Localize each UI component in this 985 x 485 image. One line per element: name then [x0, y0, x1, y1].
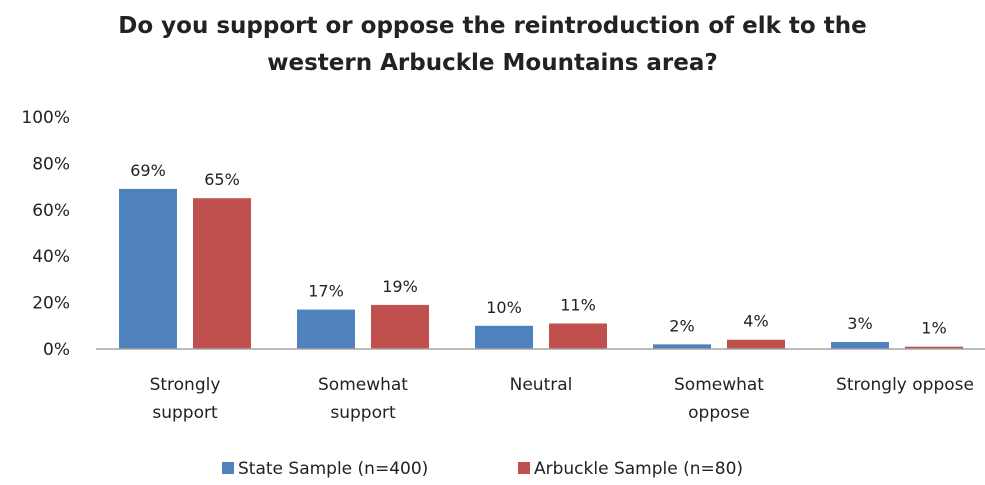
x-category-label: oppose — [688, 403, 750, 423]
x-category-label: support — [330, 403, 396, 423]
bar-arbuckle-4 — [905, 346, 963, 349]
bar-state-1 — [297, 309, 355, 349]
data-label: 1% — [921, 319, 946, 338]
legend: State Sample (n=400) Arbuckle Sample (n=8… — [222, 459, 743, 479]
x-category-label: Somewhat — [674, 375, 764, 395]
y-axis-labels: 0% 20% 40% 60% 80% 100% — [21, 108, 70, 360]
y-tick-label: 0% — [43, 340, 70, 360]
data-label: 2% — [669, 316, 694, 335]
legend-label-state: State Sample (n=400) — [238, 459, 428, 479]
chart-title-line-1: Do you support or oppose the reintroduct… — [118, 13, 867, 39]
bar-state-4 — [831, 342, 889, 349]
data-label: 10% — [486, 298, 522, 317]
y-tick-label: 40% — [32, 247, 70, 267]
data-labels: 69% 65% 17% 19% 10% 11% 2% 4% 3% 1% — [130, 161, 946, 338]
data-label: 65% — [204, 170, 240, 189]
data-label: 17% — [308, 282, 344, 301]
legend-label-arbuckle: Arbuckle Sample (n=80) — [534, 459, 743, 479]
bar-arbuckle-2 — [549, 323, 607, 349]
y-tick-label: 60% — [32, 201, 70, 221]
bars — [119, 188, 963, 349]
y-tick-label: 80% — [32, 154, 70, 174]
legend-swatch-state — [222, 462, 234, 474]
y-tick-label: 100% — [21, 108, 70, 128]
bar-state-2 — [475, 325, 533, 349]
bar-state-3 — [653, 344, 711, 349]
chart-title: Do you support or oppose the reintroduct… — [0, 8, 985, 82]
data-label: 4% — [743, 312, 768, 331]
category-labels: Strongly support Somewhat support Neutral Som… — [150, 375, 974, 423]
x-category-label: Somewhat — [318, 375, 408, 395]
bar-arbuckle-3 — [727, 339, 785, 349]
data-label: 3% — [847, 314, 872, 333]
bar-arbuckle-0 — [193, 198, 251, 349]
bar-state-0 — [119, 188, 177, 349]
y-tick-label: 20% — [32, 294, 70, 314]
data-label: 69% — [130, 161, 166, 180]
chart-title-line-2: western Arbuckle Mountains area? — [267, 50, 718, 76]
x-category-label: support — [152, 403, 218, 423]
bar-arbuckle-1 — [371, 304, 429, 349]
data-label: 11% — [560, 295, 596, 314]
data-label: 19% — [382, 277, 418, 296]
x-category-label: Neutral — [510, 375, 573, 395]
legend-swatch-arbuckle — [518, 462, 530, 474]
x-category-label: Strongly oppose — [836, 375, 974, 395]
x-category-label: Strongly — [150, 375, 221, 395]
